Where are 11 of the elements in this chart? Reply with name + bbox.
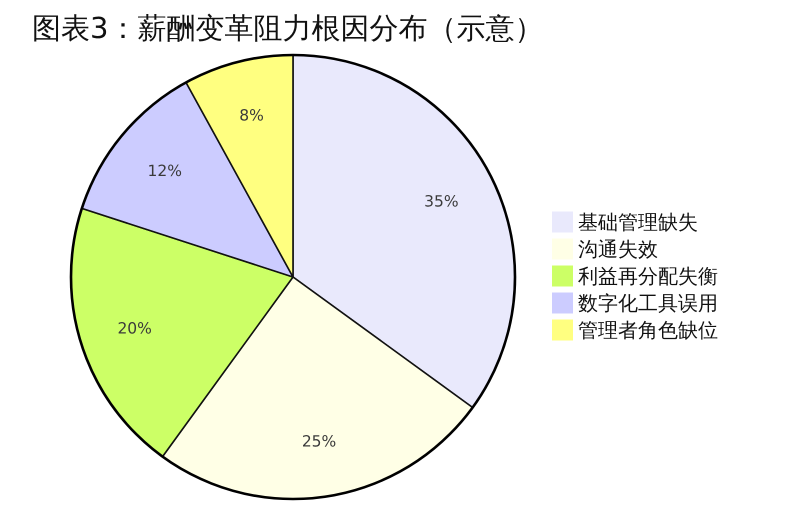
legend-label: 基础管理缺失	[578, 210, 698, 234]
legend-label: 沟通失效	[578, 237, 658, 261]
legend-label: 数字化工具误用	[578, 291, 718, 315]
legend-label: 管理者角色缺位	[578, 318, 718, 342]
data-label: 35%	[424, 192, 459, 210]
chart-title: 图表3：薪酬变革阻力根因分布（示意）	[32, 11, 544, 45]
data-label: 25%	[302, 432, 336, 450]
data-label: 20%	[117, 319, 152, 338]
data-label: 8%	[239, 106, 264, 125]
legend-label: 利益再分配失衡	[578, 264, 718, 288]
data-label: 12%	[147, 162, 182, 180]
